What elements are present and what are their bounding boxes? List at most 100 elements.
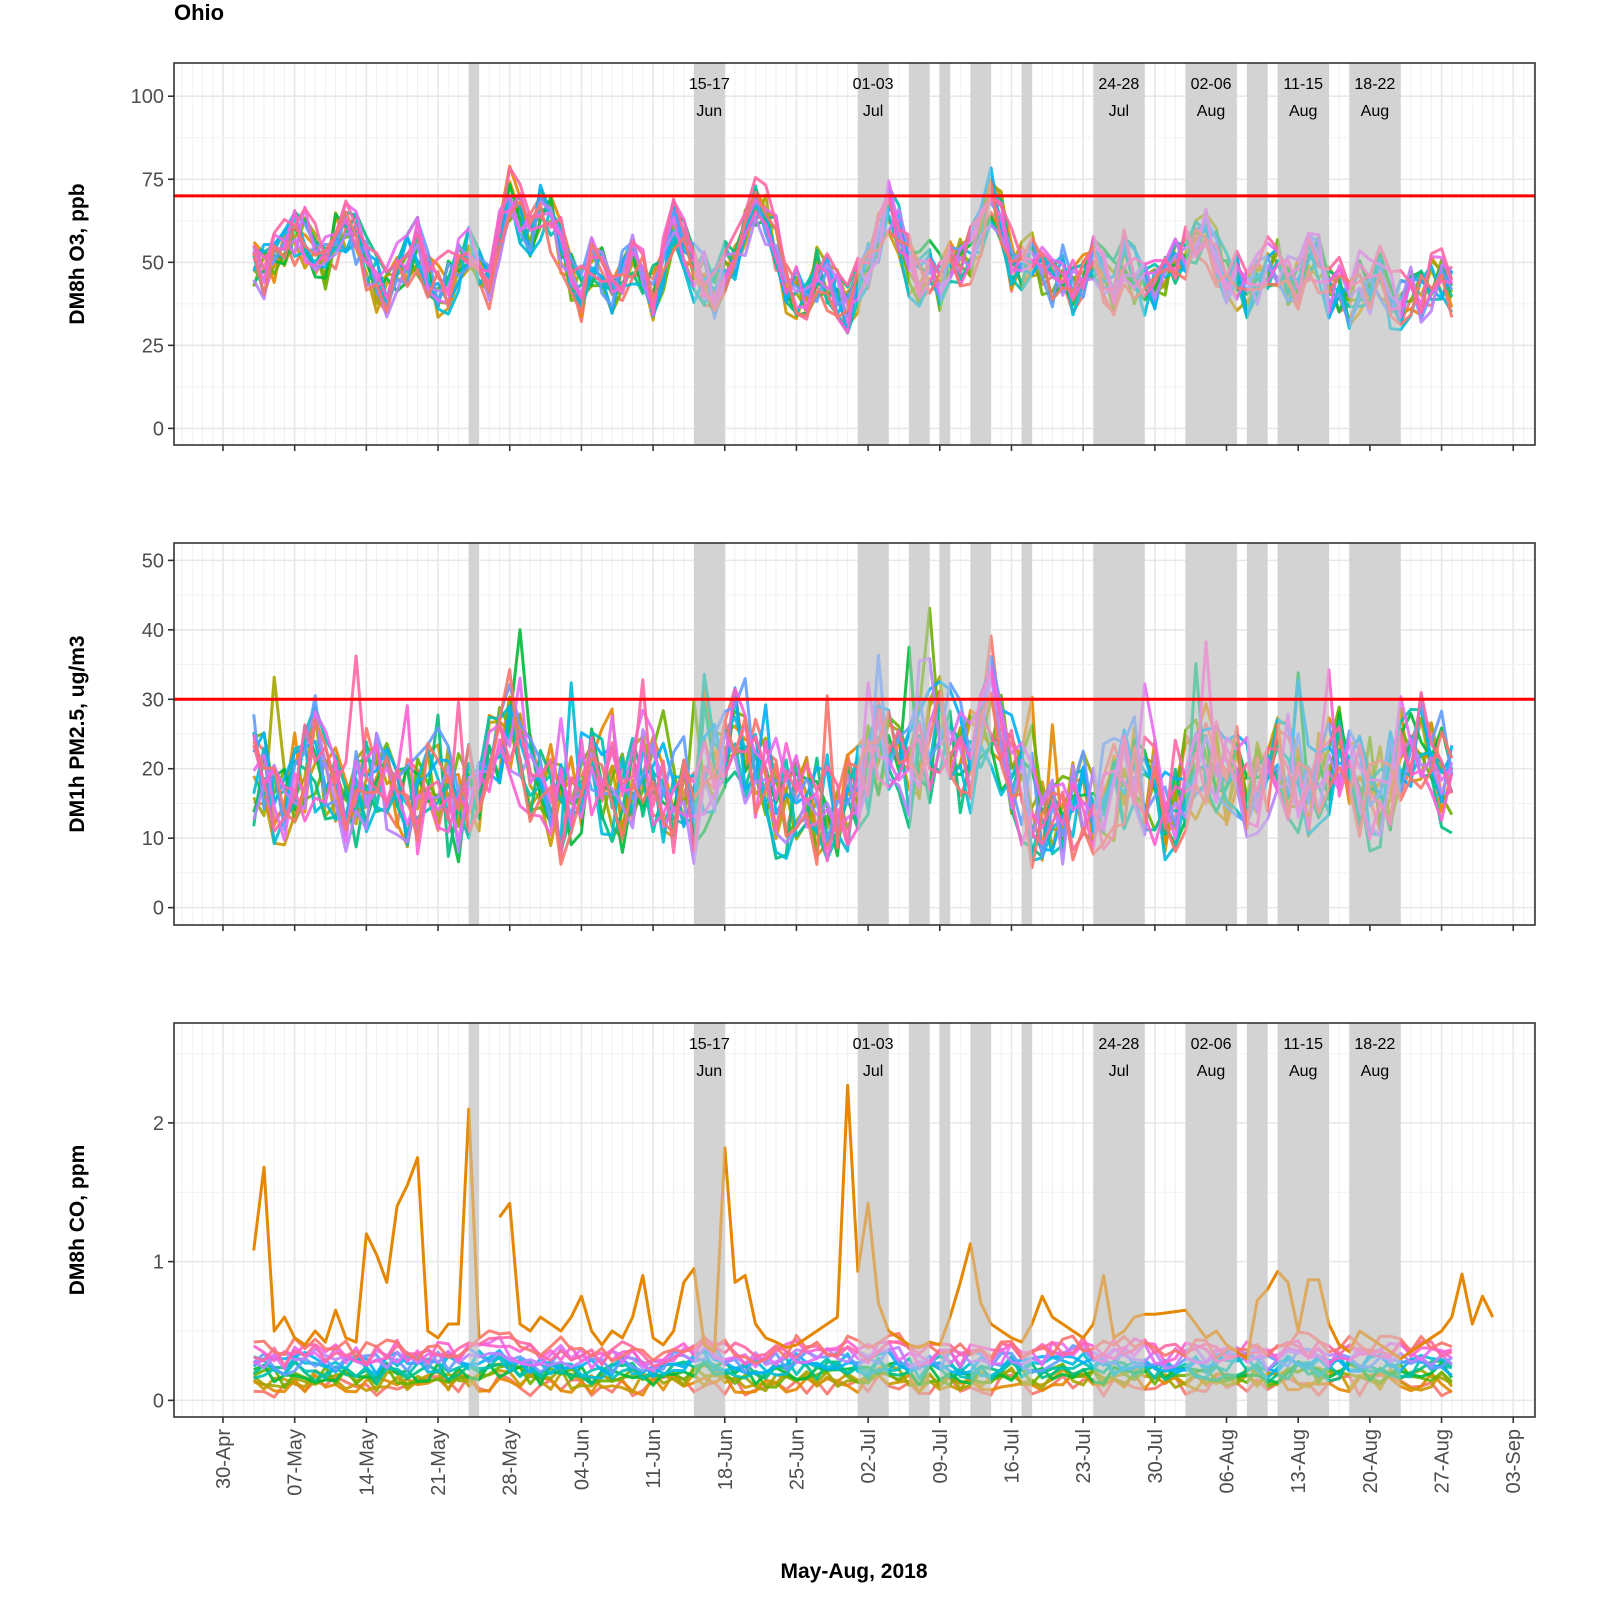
highlight-period-overlay: [1247, 543, 1268, 925]
x-tick-label: 02-Jul: [858, 1429, 880, 1483]
period-annotation-range: 15-17: [689, 76, 730, 93]
highlight-period-overlay: [939, 543, 951, 925]
x-axis: 30-Apr 07-May 14-May 21-May 28-May 04-Jun 11-J…: [213, 1429, 1525, 1496]
period-annotation-range: 02-06: [1191, 1036, 1232, 1053]
x-tick-label: 11-Jun: [643, 1429, 665, 1489]
x-tick-label: 16-Jul: [1001, 1429, 1023, 1483]
series-line: [252, 668, 1454, 870]
panels: 15-17 Jun 01-03 Jul 24-28 Jul 02-06 Aug 11-15 Aug…: [66, 62, 1536, 1423]
series-line: [253, 1335, 1453, 1368]
y-tick-label: 0: [153, 1390, 164, 1412]
y-tick-label: 10: [142, 828, 164, 850]
highlight-period: [909, 543, 930, 925]
y-tick-label: 1: [153, 1252, 164, 1274]
highlight-period-overlay: [939, 1023, 951, 1417]
highlight-period-overlay: [970, 543, 991, 925]
period-annotation-range: 18-22: [1354, 76, 1395, 93]
x-tick-label: 30-Apr: [213, 1429, 235, 1489]
period-annotation-month: Aug: [1361, 1063, 1389, 1080]
y-tick-label: 30: [142, 689, 164, 711]
highlight-period: [909, 63, 930, 445]
y-tick-label: 2: [153, 1113, 164, 1135]
highlight-period: [909, 1023, 930, 1417]
highlight-period: [970, 1023, 991, 1417]
series-line-orange-station: [252, 1083, 1495, 1361]
highlight-period-overlay: [1021, 1023, 1032, 1417]
x-tick-label: 23-Jul: [1073, 1429, 1095, 1483]
x-tick-label: 06-Aug: [1217, 1429, 1239, 1494]
highlight-period-overlay: [1247, 63, 1268, 445]
x-tick-label: 03-Sep: [1503, 1429, 1525, 1494]
highlight-period-overlay: [970, 1023, 991, 1417]
chart-title: Ohio: [174, 0, 224, 25]
period-annotation-month: Jul: [1109, 103, 1129, 120]
highlight-period-overlay: [1021, 63, 1032, 445]
highlight-period-overlay: [939, 63, 951, 445]
highlight-period: [1247, 543, 1268, 925]
panel-border: [173, 1022, 1536, 1418]
y-tick-label: 0: [153, 898, 164, 920]
x-tick-label: 28-May: [500, 1429, 522, 1496]
highlight-period-overlay: [909, 63, 930, 445]
x-tick-label: 30-Jul: [1145, 1429, 1167, 1483]
period-annotation-month: Jun: [696, 1063, 722, 1080]
highlight-period: [939, 1023, 951, 1417]
period-annotation-month: Jun: [696, 103, 722, 120]
highlight-period-overlay: [1021, 543, 1032, 925]
highlight-period-overlay: [857, 63, 889, 445]
series-line: [252, 654, 1454, 859]
series-line: [252, 640, 1454, 863]
y-axis-title: DM8h O3, ppb: [66, 183, 89, 324]
highlight-period-overlay: [694, 543, 725, 925]
period-annotation-range: 02-06: [1191, 76, 1232, 93]
period-annotation-range: 18-22: [1354, 1036, 1395, 1053]
series-line: [253, 1354, 1453, 1384]
series-group: [252, 1083, 1495, 1399]
highlight-period-overlay: [970, 63, 991, 445]
x-tick-label: 13-Aug: [1288, 1429, 1310, 1494]
highlight-period-overlay: [1277, 543, 1329, 925]
series-group: [252, 606, 1454, 870]
x-tick-label: 27-Aug: [1432, 1429, 1454, 1494]
panel-border: [173, 542, 1536, 926]
highlight-period-overlay: [468, 1023, 479, 1417]
period-annotation-month: Jul: [863, 1063, 883, 1080]
highlight-period-overlay: [909, 1023, 930, 1417]
panel-co: 15-17 Jun 01-03 Jul 24-28 Jul 02-06 Aug 11-15 Aug…: [66, 1022, 1536, 1423]
highlight-period-overlay: [1277, 63, 1329, 445]
y-axis-title: DM1h PM2.5, ug/m3: [66, 635, 89, 832]
period-annotation-month: Aug: [1289, 103, 1317, 120]
series-line: [253, 1373, 1453, 1399]
period-annotation-range: 24-28: [1098, 76, 1139, 93]
period-annotation-month: Aug: [1197, 103, 1225, 120]
highlight-period-overlay: [1185, 1023, 1237, 1417]
period-annotation-range: 24-28: [1098, 1036, 1139, 1053]
highlight-period: [1021, 543, 1032, 925]
highlight-period-overlay: [694, 63, 725, 445]
period-annotation-range: 11-15: [1283, 76, 1323, 93]
series-line: [252, 166, 1454, 321]
highlight-period-overlay: [1247, 1023, 1268, 1417]
x-axis-title: May-Aug, 2018: [780, 1560, 927, 1583]
period-annotation-range: 11-15: [1283, 1036, 1323, 1053]
series-line: [252, 181, 1454, 326]
panel-o3: 15-17 Jun 01-03 Jul 24-28 Jul 02-06 Aug 11-15 Aug…: [66, 62, 1536, 451]
period-annotation-month: Aug: [1197, 1063, 1225, 1080]
series-line: [252, 1344, 1453, 1377]
y-tick-label: 100: [131, 86, 164, 108]
y-tick-label: 50: [142, 550, 164, 572]
y-tick-label: 20: [142, 759, 164, 781]
period-annotation-month: Aug: [1361, 103, 1389, 120]
period-annotation-month: Jul: [1109, 1063, 1129, 1080]
highlight-period-overlay: [1093, 543, 1145, 925]
y-tick-label: 75: [142, 169, 164, 191]
highlight-period-overlay: [1349, 543, 1401, 925]
y-tick-label: 50: [142, 252, 164, 274]
highlight-period-overlay: [1093, 1023, 1145, 1417]
highlight-period-overlay: [1185, 543, 1237, 925]
highlight-period-overlay: [694, 1023, 725, 1417]
period-annotation-range: 15-17: [689, 1036, 730, 1053]
highlight-period: [1021, 1023, 1032, 1417]
period-annotation-month: Jul: [863, 103, 883, 120]
